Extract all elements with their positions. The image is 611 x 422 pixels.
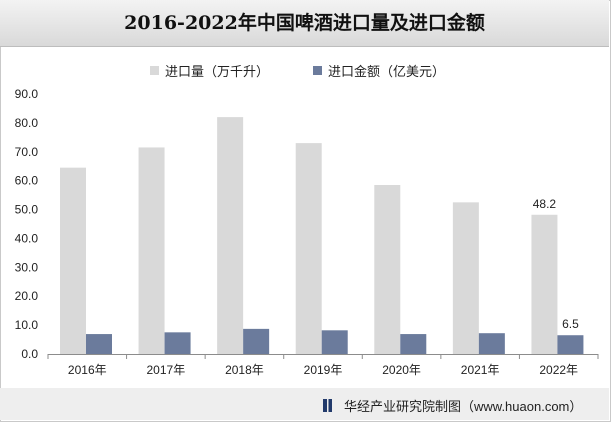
bar-import-volume (217, 117, 244, 354)
x-tick-label: 2019年 (304, 363, 343, 377)
x-tick-label: 2017年 (147, 363, 186, 377)
chart-title: 2016-2022年中国啤酒进口量及进口金额 (124, 12, 485, 34)
bar-import-amount (557, 335, 584, 354)
y-tick-label: 60.0 (15, 174, 39, 188)
y-tick-label: 0.0 (21, 347, 38, 361)
bar-import-volume (531, 214, 558, 354)
bar-import-amount (478, 333, 505, 354)
legend-item-import-volume: 进口量（万千升） (150, 61, 269, 80)
y-tick-label: 80.0 (15, 116, 39, 130)
bar-import-amount (164, 332, 191, 354)
bar-import-amount (400, 334, 427, 354)
bar-import-volume (138, 147, 165, 354)
bar-import-amount (86, 334, 112, 354)
legend: 进口量（万千升） 进口金额（亿美元） (150, 61, 489, 79)
x-tick-label: 2020年 (382, 363, 421, 377)
bar-import-volume (374, 185, 401, 354)
bar-import-volume (295, 143, 322, 354)
y-tick-label: 10.0 (15, 318, 39, 332)
data-label: 48.2 (533, 197, 557, 211)
legend-label-import-amount: 进口金额（亿美元） (328, 63, 446, 79)
source-icon (323, 399, 332, 412)
x-tick-label: 2022年 (539, 363, 578, 377)
bar-import-amount (321, 330, 348, 354)
y-tick-label: 50.0 (15, 203, 39, 217)
bar-import-volume (60, 167, 86, 354)
bar-import-volume (452, 202, 479, 354)
y-tick-label: 90.0 (15, 87, 39, 101)
source-text: 华经产业研究院制图（www.huaon.com） (344, 399, 583, 414)
x-tick-label: 2021年 (461, 363, 500, 377)
data-label: 6.5 (562, 317, 579, 331)
title-bar (0, 0, 609, 47)
y-tick-label: 70.0 (15, 145, 39, 159)
x-tick-label: 2016年 (68, 363, 107, 377)
legend-label-import-volume: 进口量（万千升） (165, 63, 270, 79)
x-tick-label: 2018年 (225, 363, 264, 377)
y-tick-label: 30.0 (15, 260, 39, 274)
legend-item-import-amount: 进口金额（亿美元） (313, 61, 445, 80)
y-tick-label: 40.0 (15, 231, 39, 245)
footer-bar (0, 388, 609, 420)
bar-import-amount (243, 328, 270, 354)
source-note: 华经产业研究院制图（www.huaon.com） (323, 396, 582, 415)
legend-swatch-import-amount (313, 65, 323, 75)
legend-swatch-import-volume (150, 65, 159, 75)
y-tick-label: 20.0 (15, 289, 39, 303)
